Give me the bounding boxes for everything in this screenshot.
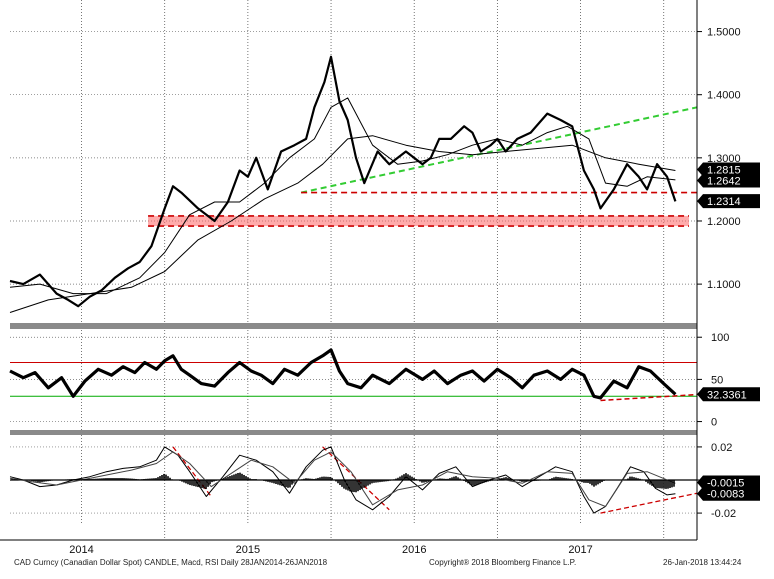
price-y-tick-label: 1.4000 xyxy=(707,90,741,102)
rsi-y-tick-label: 100 xyxy=(711,332,729,344)
price-y-tick-label: 1.2000 xyxy=(707,216,741,228)
macd-callout: -0.0083 xyxy=(697,486,760,501)
x-tick-label: 2014 xyxy=(69,544,93,556)
green-trendline xyxy=(300,106,698,194)
x-tick-label: 2015 xyxy=(236,544,260,556)
price-series-moving-average-long xyxy=(9,135,676,313)
macd-y-tick-label: 0.02 xyxy=(711,442,732,454)
macd-callout-box xyxy=(697,486,760,501)
macd-callout-text: -0.0015 xyxy=(707,477,744,489)
macd-series-signal xyxy=(9,451,676,507)
price-callout: 1.2642 xyxy=(697,173,760,188)
grid-layer xyxy=(10,0,697,540)
price-y-tick-label: 1.3000 xyxy=(707,153,741,165)
macd-callout: -0.0015 xyxy=(697,475,760,490)
price-y-tick-label: 1.5000 xyxy=(707,27,741,39)
price-series-moving-average-short xyxy=(9,97,676,295)
axis-layer: 1.5000 1.4000 1.3000 1.2000 1.1000 100 50 0 0.02… xyxy=(69,27,760,556)
chart-description: CAD Curncy (Canadian Dollar Spot) CANDLE… xyxy=(14,558,328,567)
timestamp: 26-Jan-2018 13:44:24 xyxy=(663,558,742,567)
copyright-notice: Copyright® 2018 Bloomberg Finance L.P. xyxy=(429,558,577,567)
rsi-trendline xyxy=(600,393,698,402)
rsi-series-line xyxy=(9,348,677,400)
panel-divider xyxy=(10,323,697,329)
price-series-price xyxy=(9,55,677,308)
macd-trendline xyxy=(600,492,698,514)
macd-callout-text: -0.0083 xyxy=(707,489,744,501)
macd-trendline xyxy=(322,446,390,511)
rsi-y-tick-label: 0 xyxy=(711,417,717,429)
x-tick-label: 2016 xyxy=(402,544,426,556)
price-y-tick-label: 1.1000 xyxy=(707,279,741,291)
macd-callout-box xyxy=(697,475,760,490)
panel-divider xyxy=(10,430,697,435)
rsi-y-tick-label: 50 xyxy=(711,374,723,386)
frame-layer xyxy=(0,0,698,541)
price-callout-box xyxy=(697,162,760,177)
x-tick-label: 2017 xyxy=(568,544,592,556)
rsi-callout-box xyxy=(697,387,760,402)
price-callout-box xyxy=(697,173,760,188)
support-band xyxy=(148,215,689,227)
macd-y-tick-label: -0.02 xyxy=(711,508,736,520)
price-callout-text: 1.2642 xyxy=(707,175,741,187)
price-callout-box xyxy=(697,194,760,209)
price-callout-text: 1.2314 xyxy=(707,196,741,208)
series-layer xyxy=(9,55,677,514)
macd-trendline xyxy=(172,446,212,497)
price-callout: 1.2314 xyxy=(697,194,760,209)
rsi-callout-text: 32.3361 xyxy=(707,389,747,401)
annotation-layer xyxy=(10,106,698,514)
rsi-callout: 32.3361 xyxy=(697,387,760,402)
